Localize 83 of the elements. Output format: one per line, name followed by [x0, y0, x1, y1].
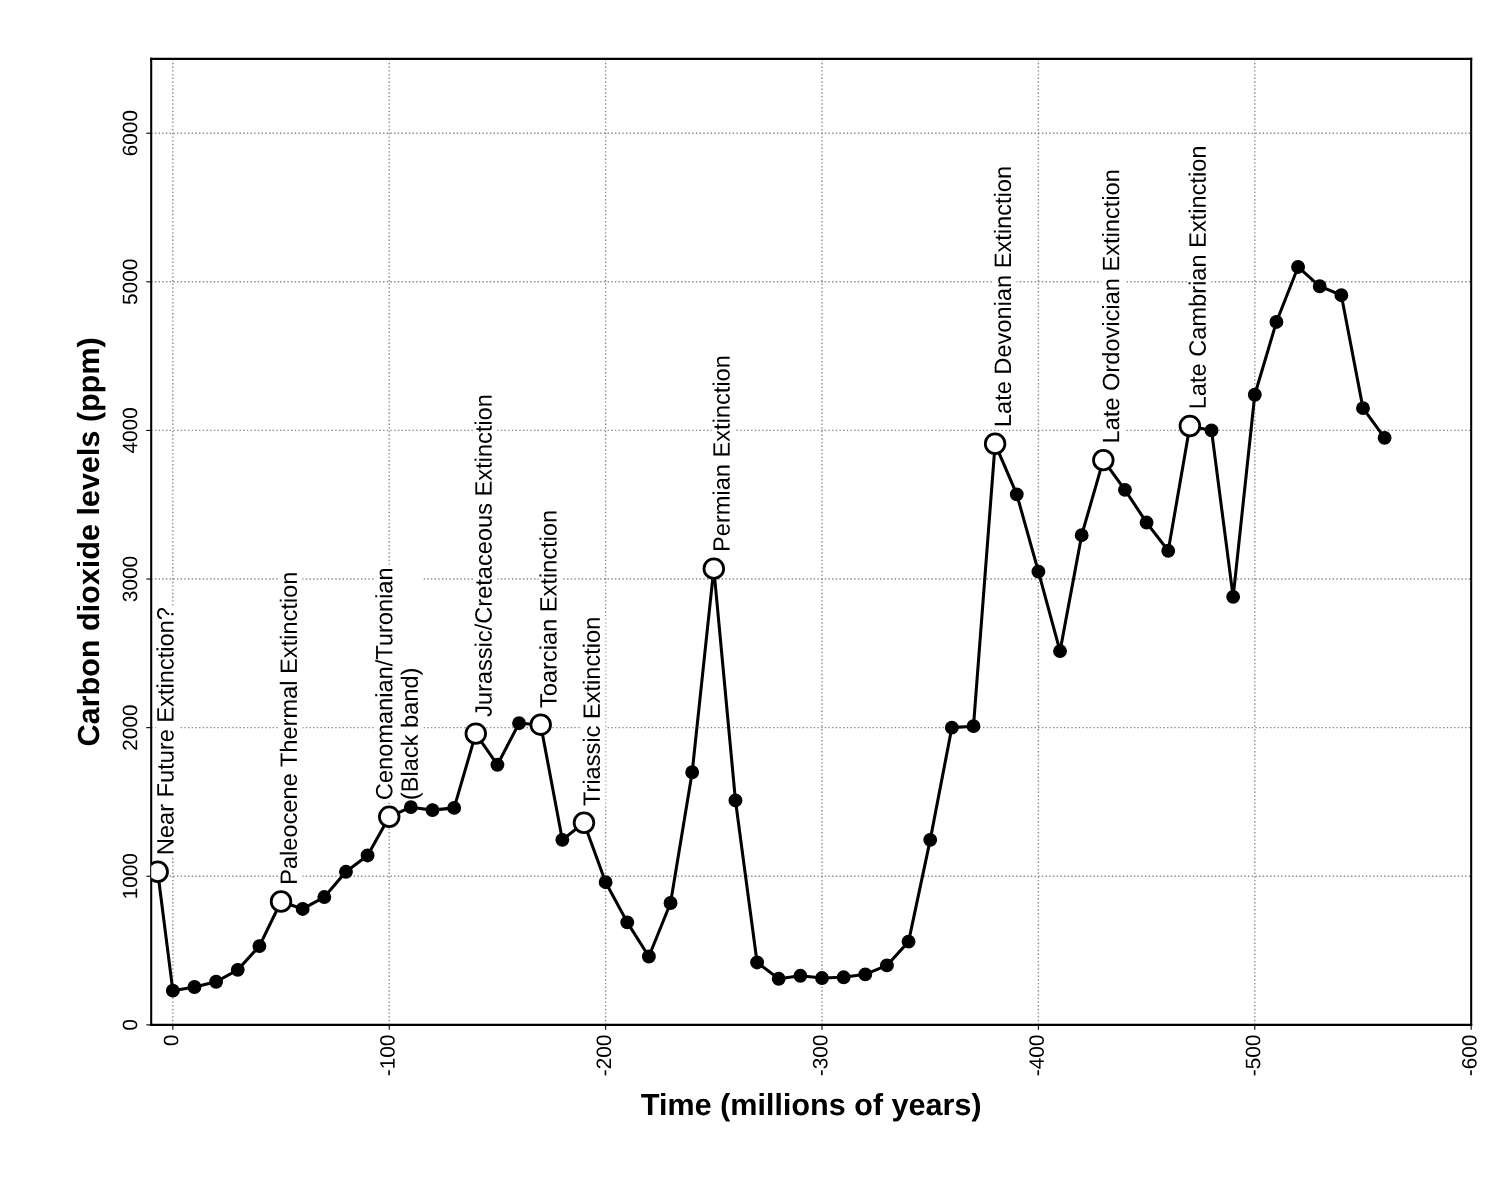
annotation: Permian Extinction: [712, 356, 730, 551]
y-tick-label: 3000: [122, 556, 138, 602]
x-tick-label: -400: [1029, 1035, 1044, 1076]
point: [1031, 564, 1046, 579]
point: [1009, 487, 1024, 502]
x-tick-label: -100: [380, 1035, 395, 1076]
point: [1356, 401, 1370, 416]
point: [1178, 414, 1202, 438]
point: [490, 757, 505, 772]
point: [836, 970, 851, 985]
x-tick-label: -500: [1245, 1035, 1261, 1076]
y-tick-label: 2000: [122, 705, 138, 750]
point: [728, 793, 743, 808]
point: [1161, 543, 1176, 558]
y-axis-title: Carbon dioxide levels (ppm): [76, 338, 106, 746]
x-tick-label: -300: [812, 1035, 828, 1076]
point: [793, 968, 808, 983]
point: [187, 980, 202, 994]
point: [269, 890, 293, 913]
annotation: Toarcian Extinction: [539, 511, 557, 708]
point: [598, 875, 613, 890]
point: [771, 971, 786, 986]
point: [944, 720, 959, 735]
x-tick-label: -600: [1462, 1035, 1477, 1076]
point: [403, 800, 418, 815]
annotation: Paleocene Thermal Extinction: [279, 573, 298, 883]
point: [1377, 430, 1392, 445]
point: [750, 955, 765, 970]
point: [529, 713, 552, 736]
annotation: Cenomanian/Turonian (Black band): [375, 568, 423, 799]
y-tick-label: 1000: [122, 853, 138, 898]
point: [641, 949, 656, 964]
point: [901, 934, 916, 949]
point: [339, 864, 353, 879]
point: [1269, 314, 1284, 329]
point: [555, 832, 570, 847]
y-tick-label: 4000: [122, 408, 138, 454]
point: [209, 974, 224, 989]
x-axis-title: Time (millions of years): [641, 1092, 981, 1122]
y-tick-label: 5000: [122, 259, 138, 305]
point: [425, 803, 440, 818]
point: [378, 805, 401, 829]
point: [702, 557, 726, 580]
point: [512, 716, 527, 731]
x-tick-label: 0: [163, 1035, 179, 1046]
point: [1226, 589, 1241, 604]
y-tick-label: 0: [122, 1019, 138, 1030]
point: [620, 915, 635, 930]
point: [1334, 288, 1349, 303]
point: [663, 896, 678, 910]
point: [1247, 387, 1262, 402]
point: [1139, 515, 1154, 530]
point: [1053, 644, 1067, 659]
point: [572, 811, 596, 834]
x-tick-label: -200: [596, 1035, 612, 1076]
point: [1118, 482, 1132, 497]
y-tick-label: 6000: [122, 110, 138, 156]
point: [923, 832, 938, 847]
point: [1312, 279, 1327, 294]
point: [685, 765, 700, 780]
annotation: Triassic Extinction: [582, 618, 601, 806]
point: [317, 890, 332, 905]
point: [252, 939, 267, 954]
point: [858, 967, 873, 982]
point: [815, 971, 829, 985]
point: [165, 983, 180, 998]
annotation: Late Devonian Extinction: [993, 167, 1012, 426]
point: [983, 432, 1007, 456]
point: [1074, 528, 1089, 543]
point: [360, 848, 375, 863]
point: [966, 719, 981, 734]
point: [295, 901, 310, 916]
point: [879, 958, 894, 973]
point: [464, 722, 487, 745]
point: [230, 962, 245, 977]
annotation: Jurassic/Cretaceous Extinction: [474, 395, 492, 717]
annotation: Near Future Extinction?: [156, 607, 174, 854]
point: [1092, 448, 1115, 472]
annotation: Late Ordovician Extinction: [1102, 170, 1120, 442]
point: [1291, 260, 1306, 274]
annotation: Late Cambrian Extinction: [1188, 147, 1206, 408]
point: [1204, 423, 1219, 438]
point: [447, 800, 462, 815]
